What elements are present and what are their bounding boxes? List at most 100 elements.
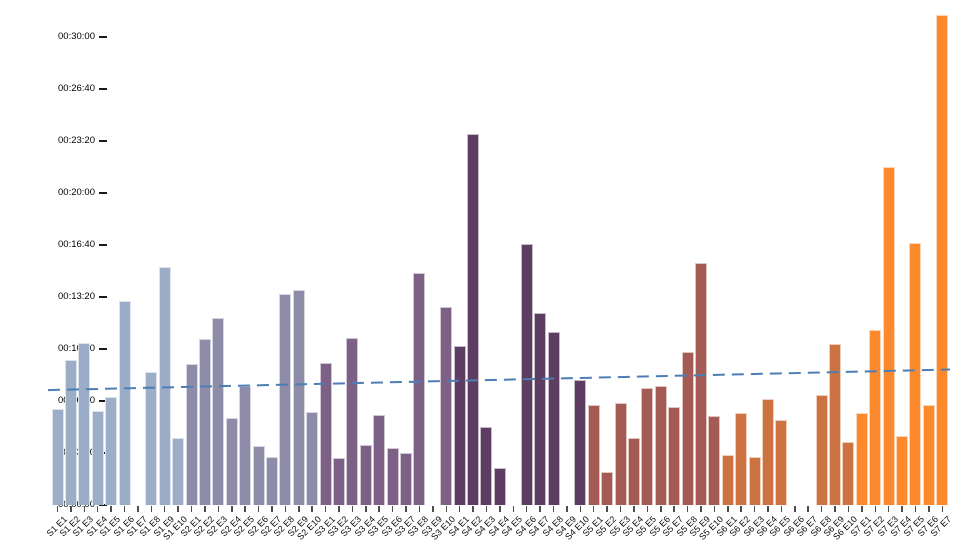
bar-s7-e5 (909, 243, 922, 505)
bar-s2-e10 (306, 412, 319, 505)
x-axis-tick (579, 506, 582, 512)
bar-s2-e8 (279, 294, 292, 505)
bar-s1-e1 (51, 409, 64, 505)
x-axis-tick (874, 506, 877, 512)
bar-s1-e6 (118, 301, 131, 505)
x-axis-tick (351, 506, 354, 512)
y-axis-tick-label: 00:26:40 (58, 83, 95, 94)
bar-s2-e2 (198, 339, 211, 505)
x-axis-tick (499, 506, 501, 512)
bar-s7-e1 (855, 413, 868, 505)
bar-s5-e3 (614, 403, 627, 505)
x-axis-tick (83, 506, 86, 512)
y-axis-tick-label: 00:20:00 (58, 187, 95, 198)
x-axis-tick (298, 506, 300, 512)
x-axis-tick (231, 506, 233, 512)
bar-s1-e2 (64, 360, 77, 505)
y-axis-tick-label: 00:23:20 (58, 135, 95, 146)
bar-s2-e5 (239, 386, 252, 505)
y-axis-tick (99, 296, 107, 298)
x-axis-tick (753, 506, 756, 512)
x-axis-tick (914, 506, 917, 512)
bar-s7-e3 (882, 167, 895, 505)
y-axis-tick (99, 244, 107, 246)
bar-s6-e2 (735, 413, 748, 505)
x-axis-tick (56, 506, 59, 512)
bar-s5-e4 (627, 438, 640, 505)
y-axis-tick-label: 00:30:00 (58, 31, 95, 42)
x-axis-tick (311, 506, 313, 512)
x-axis-tick (713, 506, 716, 512)
x-axis-tick (137, 506, 139, 512)
x-axis-tick (123, 506, 126, 512)
y-axis-tick-label: 00:10:00 (58, 343, 95, 354)
x-axis-tick (485, 506, 488, 512)
bar-s3-e8 (413, 273, 426, 505)
bar-s6-e1 (721, 455, 734, 505)
bar-s1-e5 (105, 397, 118, 505)
bar-s5-e6 (654, 386, 667, 505)
bar-s5-e8 (681, 352, 694, 505)
bar-s2-e1 (185, 364, 198, 505)
bar-s7-e4 (896, 436, 909, 505)
x-axis-tick (552, 506, 555, 512)
bar-s5-e9 (694, 263, 707, 505)
x-axis-tick (96, 506, 99, 512)
bar-s4-e8 (547, 332, 560, 505)
bar-s4-e2 (467, 134, 480, 505)
bar-s1-e10 (172, 438, 185, 505)
y-axis-tick (99, 36, 107, 38)
x-axis-tick (794, 506, 796, 512)
bar-s6-e4 (762, 399, 775, 505)
x-axis-tick (928, 506, 930, 512)
x-axis-tick (445, 506, 448, 512)
bar-s7-e7 (936, 15, 949, 505)
x-axis-tick (217, 506, 220, 512)
x-axis-tick (271, 506, 273, 512)
bar-s7-e6 (922, 405, 935, 505)
x-axis-tick (646, 506, 649, 512)
x-axis-tick (740, 506, 742, 512)
x-axis-tick (566, 506, 568, 512)
x-axis-tick (539, 506, 541, 512)
x-axis-tick (378, 506, 380, 512)
bar-s3-e5 (373, 415, 386, 505)
x-axis-tick (700, 506, 702, 512)
x-axis-tick (163, 506, 166, 512)
bar-s4-e4 (493, 468, 506, 505)
bar-s5-e5 (641, 388, 654, 505)
bar-s1-e4 (91, 411, 104, 505)
bar-s6-e10 (842, 442, 855, 505)
x-axis-tick (941, 506, 944, 512)
bar-s2-e6 (252, 446, 265, 505)
bar-s4-e6 (520, 244, 533, 505)
y-axis-tick-label: 00:13:20 (58, 291, 95, 302)
bar-s1-e9 (158, 267, 171, 505)
x-axis-tick (861, 506, 863, 512)
x-axis-tick (177, 506, 179, 512)
bar-s5-e10 (708, 416, 721, 505)
x-axis-tick (432, 506, 434, 512)
x-axis-tick (619, 506, 622, 512)
x-axis-tick (525, 506, 528, 512)
x-axis-tick (901, 506, 903, 512)
bar-s6-e9 (829, 344, 842, 505)
x-axis-tick (673, 506, 675, 512)
bar-s3-e2 (333, 458, 346, 505)
bar-s6-e5 (775, 420, 788, 505)
bar-s3-e7 (400, 453, 413, 505)
bar-s2-e3 (212, 318, 225, 505)
x-axis-tick (780, 506, 783, 512)
x-axis-tick (458, 506, 461, 512)
x-axis-tick (244, 506, 246, 512)
bar-s6-e3 (748, 457, 761, 505)
bar-s1-e8 (145, 372, 158, 505)
x-axis-tick (807, 506, 809, 512)
x-axis-tick (257, 506, 260, 512)
x-axis-tick (338, 506, 340, 512)
bar-s4-e7 (534, 313, 547, 505)
bar-s2-e4 (225, 418, 238, 505)
bar-s4-e3 (480, 427, 493, 505)
x-axis-tick (284, 506, 287, 512)
